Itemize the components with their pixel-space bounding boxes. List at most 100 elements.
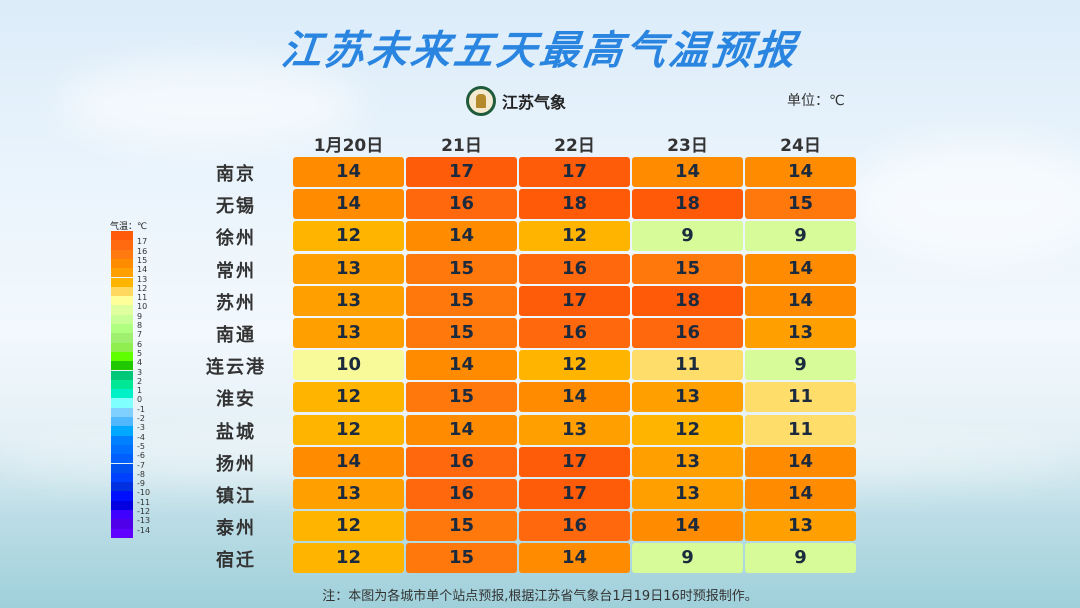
legend-label: 15 [137, 255, 148, 265]
city-label: 苏州 [216, 292, 256, 314]
legend-label: 0 [137, 395, 143, 405]
temperature-cell: 16 [519, 253, 630, 284]
temperature-cell: 15 [406, 285, 517, 316]
date-header: 1月20日 [313, 136, 384, 156]
legend-label: 2 [137, 376, 143, 386]
temperature-cell: 16 [632, 318, 743, 348]
legend-swatch [111, 472, 133, 483]
temperature-cell: 18 [519, 189, 630, 220]
legend-label: 9 [137, 311, 143, 321]
temperature-cell: 13 [745, 511, 856, 542]
temperature-cell: 15 [406, 318, 517, 348]
legend-label: -3 [137, 423, 145, 433]
legend-swatch [111, 314, 133, 324]
legend-swatch [111, 444, 133, 455]
temperature-cell: 14 [745, 157, 856, 187]
city-label: 镇江 [216, 486, 256, 507]
temperature-cell: 9 [745, 350, 856, 381]
temperature-cell: 13 [519, 414, 630, 445]
legend-swatch [111, 333, 133, 343]
legend-swatch [111, 398, 133, 408]
temperature-cell: 11 [745, 382, 856, 413]
temperature-cell: 9 [745, 221, 856, 252]
legend-swatch [111, 510, 133, 520]
legend-label: -7 [137, 460, 145, 470]
legend-label: 16 [137, 246, 148, 256]
temperature-cell: 13 [632, 382, 743, 413]
temperature-cell: 15 [406, 253, 517, 284]
legend-swatch [111, 417, 133, 427]
legend-swatch [111, 286, 133, 297]
temperature-cell: 16 [406, 446, 517, 477]
temperature-cell: 12 [519, 221, 630, 252]
temperature-cell: 9 [745, 543, 856, 574]
legend-swatch [111, 249, 133, 259]
temperature-cell: 14 [632, 511, 743, 542]
temperature-cell: 10 [293, 350, 404, 381]
temperature-cell: 14 [293, 446, 404, 477]
legend-swatch [111, 258, 133, 269]
legend-title: 气温：℃ [110, 222, 148, 232]
temperature-cell: 11 [745, 414, 856, 445]
legend-label: -9 [137, 479, 145, 489]
legend-label: 14 [137, 265, 148, 275]
legend-swatch [111, 231, 133, 241]
jiangsu-meteorology-seal-icon [466, 86, 496, 116]
temperature-cell: 16 [406, 479, 517, 509]
city-label: 连云港 [206, 357, 266, 379]
legend-label: -11 [137, 497, 151, 507]
temperature-cell: 14 [406, 350, 517, 381]
temperature-cell: 13 [293, 318, 404, 348]
legend-label: 4 [137, 358, 143, 368]
legend-label: -13 [137, 516, 151, 526]
temperature-cell: 14 [632, 157, 743, 187]
temperature-cell: 14 [293, 157, 404, 187]
legend-label: 12 [137, 283, 148, 293]
legend-label: 13 [137, 274, 148, 284]
temperature-cell: 18 [632, 285, 743, 316]
temperature-cell: 17 [519, 446, 630, 477]
legend-label: -2 [137, 414, 145, 423]
legend-swatch [111, 379, 133, 390]
temperature-cell: 13 [293, 253, 404, 284]
legend-swatch [111, 361, 133, 371]
legend-swatch [111, 324, 133, 334]
legend-swatch [111, 342, 133, 352]
footnote: 注：本图为各城市单个站点预报,根据江苏省气象台1月19日16时预报制作。 [322, 589, 758, 604]
legend-swatch [111, 407, 133, 417]
logo-text: 江苏气象 [502, 93, 567, 112]
legend-label: -1 [137, 404, 145, 414]
legend-label: 6 [137, 339, 143, 349]
city-label: 泰州 [216, 518, 256, 540]
legend-swatch [111, 491, 133, 501]
temperature-cell: 12 [293, 414, 404, 445]
legend-swatch [111, 482, 133, 492]
legend-swatch [111, 454, 133, 464]
temperature-cell: 14 [519, 543, 630, 574]
temperature-cell: 11 [632, 350, 743, 381]
legend-label: 3 [137, 367, 143, 377]
temperature-cell: 15 [745, 189, 856, 220]
city-label: 宿迁 [216, 550, 256, 572]
legend-label: -6 [137, 451, 145, 461]
legend-swatch [111, 426, 133, 436]
temperature-cell: 12 [519, 350, 630, 381]
legend-swatch [111, 277, 133, 287]
temperature-cell: 14 [293, 189, 404, 220]
temperature-cell: 14 [745, 446, 856, 477]
temperature-cell: 9 [632, 543, 743, 574]
city-label: 南通 [216, 325, 256, 346]
temperature-cell: 13 [745, 318, 856, 348]
legend-label: -5 [137, 441, 145, 451]
legend-swatch [111, 268, 133, 278]
temperature-cell: 12 [293, 221, 404, 252]
city-label: 无锡 [216, 196, 256, 218]
temperature-cell: 16 [519, 511, 630, 542]
temperature-cell: 9 [632, 221, 743, 252]
temperature-cell: 14 [406, 221, 517, 252]
legend-label: 7 [137, 330, 143, 340]
legend-label: -10 [137, 488, 151, 498]
city-label: 淮安 [216, 389, 256, 411]
temperature-cell: 17 [519, 157, 630, 187]
legend-label: 1 [137, 386, 143, 396]
